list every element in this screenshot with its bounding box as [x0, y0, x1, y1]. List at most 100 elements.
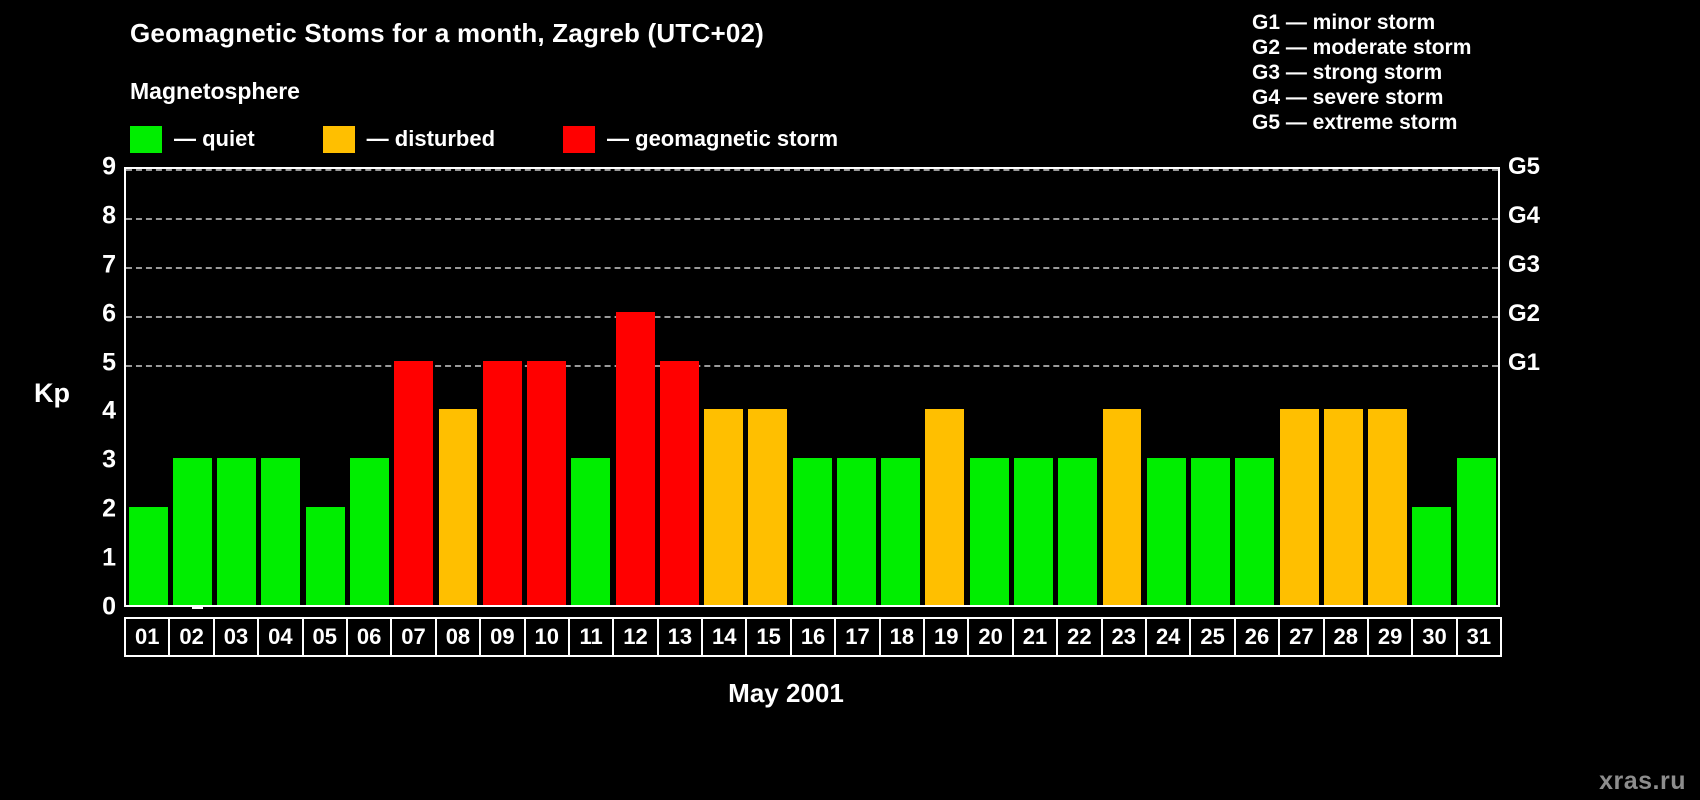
- bar-slot-08: [436, 169, 480, 605]
- day-cell-04: 04: [257, 617, 304, 657]
- y-tick-label-9: 9: [102, 152, 116, 181]
- bar-day-21: [1013, 458, 1053, 605]
- day-label-26: 26: [1244, 624, 1270, 649]
- day-label-10: 10: [534, 624, 559, 649]
- bar-day-27: [1279, 409, 1319, 605]
- bar-day-14: [704, 409, 744, 605]
- bar-slot-27: [1277, 169, 1321, 605]
- bar-day-22: [1058, 458, 1098, 605]
- day-cell-05: 05: [301, 617, 348, 657]
- bar-day-13: [659, 360, 699, 605]
- legend-label-storm: — geomagnetic storm: [607, 126, 839, 151]
- bar-day-04: [261, 458, 301, 605]
- day-cell-31: 31: [1455, 617, 1503, 657]
- y-axis-title: Kp: [34, 378, 70, 408]
- day-cell-07: 07: [390, 617, 437, 657]
- day-label-15: 15: [756, 624, 781, 649]
- day-label-25: 25: [1200, 624, 1225, 649]
- bar-day-16: [792, 458, 832, 605]
- bar-day-17: [836, 458, 876, 605]
- day-label-23: 23: [1111, 624, 1137, 649]
- bar-slot-18: [879, 169, 923, 605]
- bar-day-07: [394, 360, 434, 605]
- bar-day-01: [128, 507, 168, 605]
- bar-slot-22: [1056, 169, 1100, 605]
- day-cell-09: 09: [479, 617, 526, 657]
- day-cell-29: 29: [1366, 617, 1414, 657]
- bar-day-24: [1146, 458, 1186, 605]
- y-tick-label-2: 2: [102, 494, 116, 523]
- g-tick-label-G1: G1: [1508, 348, 1541, 376]
- bar-slot-17: [834, 169, 878, 605]
- day-label-03: 03: [223, 624, 249, 649]
- day-cell-14: 14: [701, 617, 748, 657]
- day-label-31: 31: [1466, 624, 1492, 649]
- day-label-29: 29: [1377, 624, 1403, 649]
- y-tick-label-6: 6: [102, 299, 116, 328]
- y-tick-label-1: 1: [102, 543, 116, 572]
- day-label-08: 08: [445, 624, 471, 649]
- g-description-4: G4 — severe storm: [1252, 86, 1444, 109]
- bar-day-15: [748, 409, 788, 605]
- bar-slot-14: [701, 169, 745, 605]
- bar-day-29: [1368, 409, 1408, 605]
- bar-slot-10: [524, 169, 568, 605]
- plot-area: [124, 167, 1500, 607]
- day-cell-17: 17: [834, 617, 881, 657]
- day-label-09: 09: [490, 624, 515, 649]
- day-label-06: 06: [356, 624, 382, 649]
- bar-day-28: [1323, 409, 1363, 605]
- bar-slot-23: [1100, 169, 1144, 605]
- y-tick-label-5: 5: [102, 348, 116, 377]
- day-label-20: 20: [978, 624, 1003, 649]
- day-cell-03: 03: [212, 617, 260, 657]
- g-description-1: G1 — minor storm: [1252, 11, 1436, 34]
- day-cell-25: 25: [1189, 617, 1236, 657]
- legend-heading: Magnetosphere: [130, 78, 300, 104]
- bar-slot-11: [569, 169, 613, 605]
- x-axis-day-labels: 01 02 03 04 05 06 07 08 09 10 11 12 13 14 15 16 17 18 19 20…: [124, 617, 1503, 657]
- bar-day-26: [1235, 458, 1275, 605]
- day-cell-02: 02: [168, 617, 215, 657]
- day-label-24: 24: [1155, 624, 1181, 649]
- day-cell-06: 06: [345, 617, 393, 657]
- y-tick-label-7: 7: [102, 250, 116, 279]
- day-label-05: 05: [312, 624, 337, 649]
- legend-swatch-storm-icon: [563, 125, 596, 153]
- bar-day-20: [969, 458, 1009, 605]
- watermark: xras.ru: [1599, 767, 1686, 795]
- day-label-22: 22: [1067, 624, 1092, 649]
- day-label-19: 19: [933, 624, 959, 649]
- bar-slot-03: [215, 169, 259, 605]
- day-cell-26: 26: [1233, 617, 1281, 657]
- x-axis-title: May 2001: [728, 678, 844, 708]
- g-tick-label-G2: G2: [1508, 299, 1541, 327]
- bar-day-08: [438, 409, 478, 605]
- day-cell-28: 28: [1322, 617, 1369, 657]
- bar-slot-24: [1144, 169, 1188, 605]
- page-title: Geomagnetic Stoms for a month, Zagreb (U…: [130, 18, 765, 48]
- bar-day-03: [217, 458, 257, 605]
- legend-label-quiet: — quiet: [174, 126, 255, 151]
- bar-day-06: [349, 458, 389, 605]
- bar-slot-25: [1188, 169, 1232, 605]
- day-label-16: 16: [800, 624, 826, 649]
- bar-day-09: [482, 360, 522, 605]
- g-axis-labels: G1 G2 G3 G4 G5: [1508, 153, 1568, 607]
- bar-slot-07: [392, 169, 436, 605]
- day-label-27: 27: [1289, 624, 1314, 649]
- bar-slot-09: [480, 169, 524, 605]
- legend: — quiet — disturbed — geomagnetic storm: [130, 124, 838, 154]
- bar-slot-02: [170, 169, 214, 605]
- day-cell-08: 08: [434, 617, 482, 657]
- bar-day-11: [571, 458, 611, 605]
- day-label-07: 07: [401, 624, 426, 649]
- day-label-28: 28: [1333, 624, 1358, 649]
- bar-day-19: [925, 409, 965, 605]
- day-label-18: 18: [889, 624, 915, 649]
- bar-slot-20: [967, 169, 1011, 605]
- bar-slot-06: [347, 169, 391, 605]
- bar-day-10: [527, 360, 566, 605]
- bar-slot-21: [1011, 169, 1055, 605]
